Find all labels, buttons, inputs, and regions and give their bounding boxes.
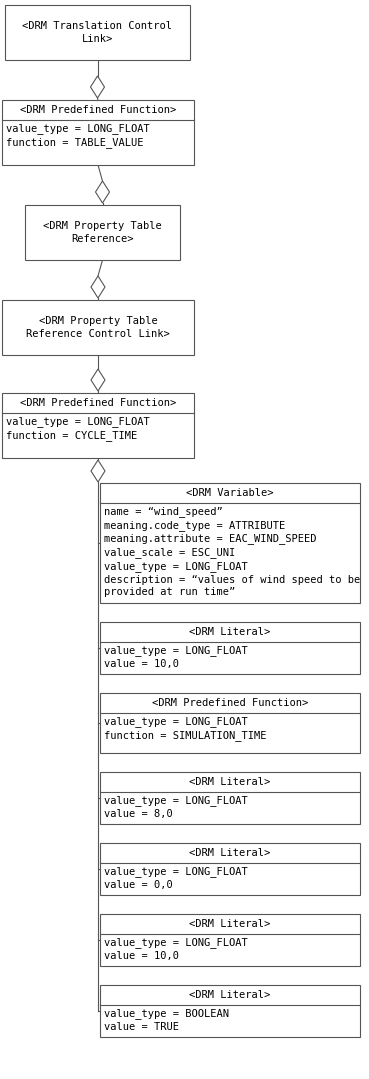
Bar bbox=[100, 985, 360, 1037]
Text: <DRM Translation Control
Link>: <DRM Translation Control Link> bbox=[23, 22, 172, 44]
Text: <DRM Variable>: <DRM Variable> bbox=[186, 488, 274, 498]
Text: <DRM Property Table
Reference>: <DRM Property Table Reference> bbox=[43, 221, 162, 244]
Text: <DRM Literal>: <DRM Literal> bbox=[189, 991, 270, 1000]
Bar bbox=[100, 771, 360, 824]
Polygon shape bbox=[90, 76, 104, 98]
Text: <DRM Predefined Function>: <DRM Predefined Function> bbox=[20, 105, 176, 115]
Text: name = “wind_speed”
meaning.code_type = ATTRIBUTE
meaning.attribute = EAC_WIND_S: name = “wind_speed” meaning.code_type = … bbox=[104, 506, 360, 598]
Polygon shape bbox=[91, 460, 105, 482]
Text: value_type = LONG_FLOAT
function = SIMULATION_TIME: value_type = LONG_FLOAT function = SIMUL… bbox=[104, 716, 266, 740]
Text: <DRM Literal>: <DRM Literal> bbox=[189, 919, 270, 929]
Text: value_type = LONG_FLOAT
value = 8,0: value_type = LONG_FLOAT value = 8,0 bbox=[104, 795, 248, 819]
Text: <DRM Predefined Function>: <DRM Predefined Function> bbox=[20, 398, 176, 408]
Bar bbox=[2, 300, 194, 355]
Bar bbox=[100, 693, 360, 753]
Text: value_type = LONG_FLOAT
value = 10,0: value_type = LONG_FLOAT value = 10,0 bbox=[104, 645, 248, 669]
Bar bbox=[2, 100, 194, 165]
Text: <DRM Property Table
Reference Control Link>: <DRM Property Table Reference Control Li… bbox=[26, 316, 170, 339]
Bar bbox=[100, 914, 360, 966]
Text: value_type = BOOLEAN
value = TRUE: value_type = BOOLEAN value = TRUE bbox=[104, 1008, 229, 1032]
Bar bbox=[5, 5, 190, 60]
Text: <DRM Literal>: <DRM Literal> bbox=[189, 848, 270, 858]
Polygon shape bbox=[91, 369, 105, 391]
Bar bbox=[100, 843, 360, 894]
Bar bbox=[100, 483, 360, 603]
Text: <DRM Predefined Function>: <DRM Predefined Function> bbox=[152, 698, 308, 708]
Bar bbox=[25, 205, 180, 260]
Text: value_type = LONG_FLOAT
value = 0,0: value_type = LONG_FLOAT value = 0,0 bbox=[104, 866, 248, 890]
Polygon shape bbox=[91, 276, 105, 298]
Polygon shape bbox=[96, 181, 110, 203]
Text: value_type = LONG_FLOAT
function = TABLE_VALUE: value_type = LONG_FLOAT function = TABLE… bbox=[6, 123, 150, 148]
Text: value_type = LONG_FLOAT
value = 10,0: value_type = LONG_FLOAT value = 10,0 bbox=[104, 937, 248, 960]
Bar bbox=[2, 393, 194, 457]
Text: <DRM Literal>: <DRM Literal> bbox=[189, 627, 270, 637]
Text: value_type = LONG_FLOAT
function = CYCLE_TIME: value_type = LONG_FLOAT function = CYCLE… bbox=[6, 416, 150, 440]
Bar bbox=[100, 622, 360, 674]
Text: <DRM Literal>: <DRM Literal> bbox=[189, 777, 270, 787]
